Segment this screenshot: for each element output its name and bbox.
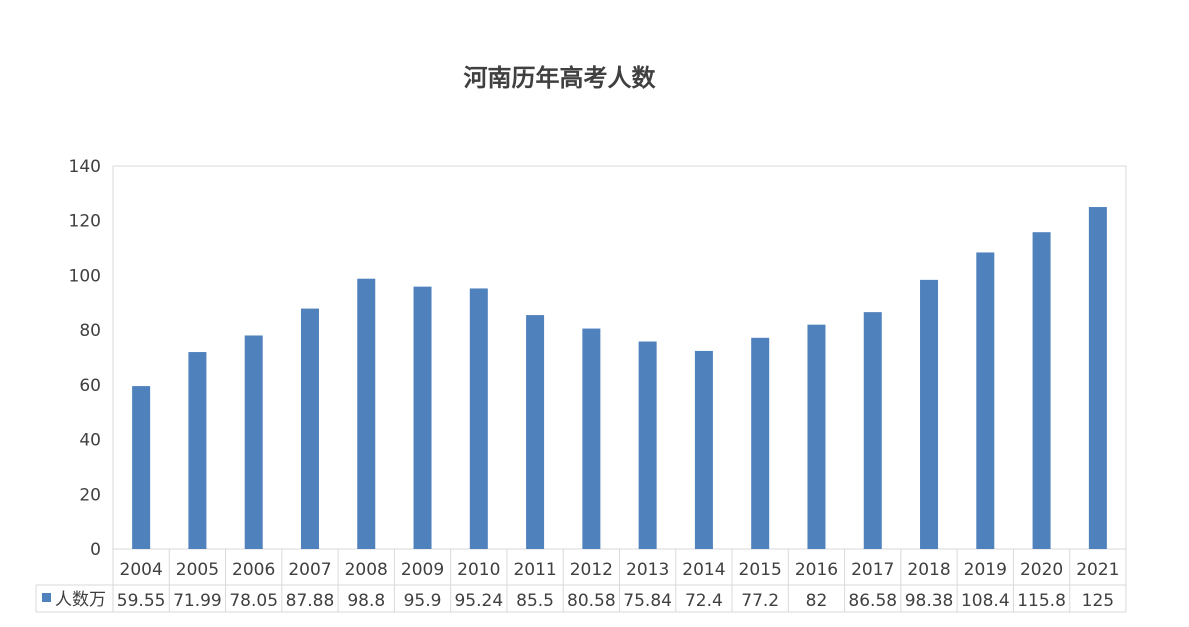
y-tick-label: 20 [79, 485, 101, 505]
bar [413, 286, 432, 549]
data-table: 2004 2005 2006 2007 2008 2009 2010 2011 2012 2013… [35, 549, 1127, 613]
y-tick-label: 60 [79, 376, 101, 396]
bar [188, 352, 207, 549]
data-label: 98.8 [347, 591, 385, 611]
data-label: 80.58 [567, 591, 616, 611]
data-label: 71.99 [173, 591, 222, 611]
bar [300, 308, 319, 549]
bar [638, 341, 657, 549]
x-tick-label: 2019 [964, 560, 1007, 580]
data-label: 95.24 [454, 591, 503, 611]
y-tick-label: 120 [69, 212, 101, 232]
data-label: 59.55 [117, 591, 166, 611]
x-tick-label: 2009 [401, 560, 444, 580]
data-label: 85.5 [516, 591, 554, 611]
y-axis: 0 20 40 60 80 100 120 140 [69, 157, 101, 560]
data-label: 95.9 [404, 591, 442, 611]
data-label: 108.4 [961, 591, 1010, 611]
bar [976, 252, 995, 549]
x-tick-label: 2010 [457, 560, 500, 580]
y-tick-label: 140 [69, 157, 101, 177]
x-tick-label: 2007 [288, 560, 331, 580]
x-tick-label: 2017 [851, 560, 894, 580]
x-tick-label: 2015 [739, 560, 782, 580]
x-tick-label: 2021 [1076, 560, 1119, 580]
data-label: 115.8 [1017, 591, 1066, 611]
bar [582, 328, 601, 549]
x-tick-label: 2016 [795, 560, 838, 580]
bar [863, 312, 882, 549]
bar [1088, 207, 1107, 550]
legend-swatch [42, 593, 51, 602]
bar [1032, 232, 1051, 549]
bar [469, 288, 488, 549]
data-label: 86.58 [848, 591, 897, 611]
bar-series [132, 207, 1107, 550]
data-label: 78.05 [229, 591, 278, 611]
y-tick-label: 40 [79, 431, 101, 451]
bar [244, 335, 263, 549]
bar [751, 337, 770, 549]
y-tick-label: 0 [90, 540, 101, 560]
x-tick-label: 2006 [232, 560, 275, 580]
data-label: 82 [806, 591, 828, 611]
data-label: 98.38 [905, 591, 954, 611]
x-tick-label: 2018 [907, 560, 950, 580]
x-tick-label: 2008 [345, 560, 388, 580]
bar [357, 278, 376, 549]
x-tick-label: 2012 [570, 560, 613, 580]
plot-border [112, 165, 1127, 550]
bar [132, 386, 151, 549]
x-tick-label: 2014 [682, 560, 725, 580]
data-label: 72.4 [685, 591, 723, 611]
y-tick-label: 100 [69, 266, 101, 286]
bar [807, 324, 826, 549]
data-label: 77.2 [741, 591, 779, 611]
x-tick-label: 2005 [176, 560, 219, 580]
bar [920, 279, 939, 549]
x-tick-label: 2011 [513, 560, 556, 580]
x-tick-label: 2020 [1020, 560, 1063, 580]
x-tick-label: 2013 [626, 560, 669, 580]
data-label: 87.88 [286, 591, 335, 611]
data-label: 125 [1082, 591, 1114, 611]
bar [526, 315, 545, 549]
legend-label: 人数万 [55, 590, 106, 610]
data-label: 75.84 [623, 591, 672, 611]
chart-title: 河南历年高考人数 [463, 64, 656, 92]
bar [694, 350, 713, 549]
x-tick-label: 2004 [120, 560, 163, 580]
y-tick-label: 80 [79, 321, 101, 341]
plot-area [112, 165, 1127, 550]
